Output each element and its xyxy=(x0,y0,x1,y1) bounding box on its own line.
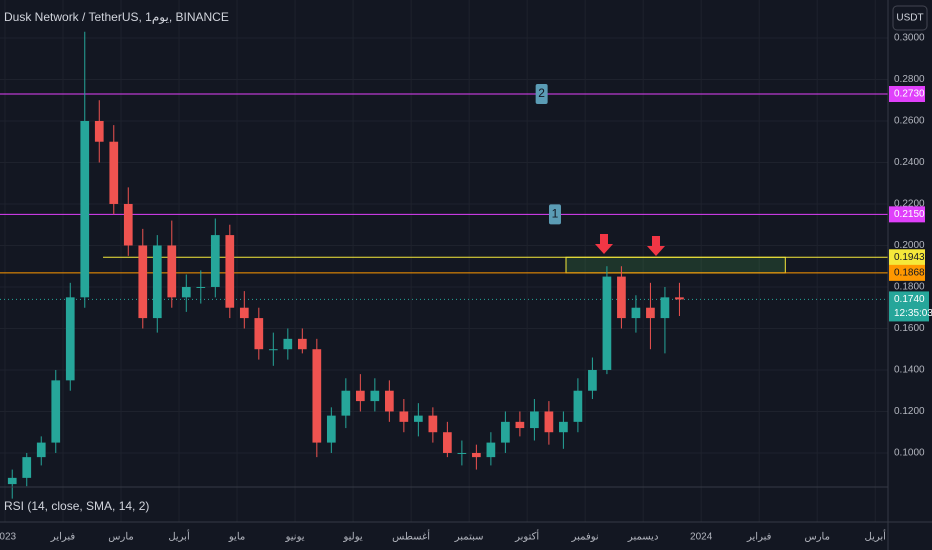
candle-body xyxy=(268,349,278,351)
candle-body xyxy=(501,421,510,443)
candle-body xyxy=(486,442,496,458)
x-tick-label: نوفمبر xyxy=(571,532,599,543)
y-tick-label: 0.1200 xyxy=(894,406,925,417)
candle-body xyxy=(414,415,423,422)
candle-body xyxy=(196,286,206,288)
indicator-label: RSI (14, close, SMA, 14, 2) xyxy=(4,499,149,513)
level-tag-box xyxy=(535,83,548,104)
candle-body xyxy=(109,141,119,204)
candle-body xyxy=(573,390,583,422)
y-tick-label: 0.3000 xyxy=(894,33,925,44)
candle-body xyxy=(515,421,525,429)
x-tick-label: أغسطس xyxy=(392,530,430,543)
arrow xyxy=(647,236,665,256)
last-price-label: 0.1740 xyxy=(894,294,925,305)
y-tick-label: 0.1000 xyxy=(894,448,925,459)
candle-body xyxy=(443,432,452,453)
candle-body xyxy=(225,235,235,308)
x-tick-label: ديسمبر xyxy=(627,532,658,543)
x-tick-label: 2024 xyxy=(690,532,713,543)
countdown: 12:35:03 xyxy=(894,308,932,319)
candle-body xyxy=(167,245,177,298)
price-label-box xyxy=(889,249,925,266)
candle-body xyxy=(210,235,220,287)
candle-body xyxy=(559,421,568,433)
candle-body xyxy=(370,390,380,402)
chart-title: Dusk Network / TetherUS, 1يوم, BINANCE xyxy=(4,10,229,24)
price-label-box xyxy=(889,206,925,223)
candle-body xyxy=(326,415,336,443)
arrow xyxy=(595,234,613,254)
candle-body xyxy=(588,369,597,391)
x-tick-label: مارس xyxy=(108,532,133,543)
candle-body xyxy=(283,338,293,350)
candle-body xyxy=(384,390,394,412)
y-tick-label: 0.1800 xyxy=(894,282,925,293)
candle-body xyxy=(36,442,46,458)
candle-body xyxy=(660,297,670,319)
x-tick-label: سبتمبر xyxy=(454,532,484,543)
candle-body xyxy=(297,338,307,350)
zone xyxy=(565,256,786,274)
candle-body xyxy=(457,452,467,454)
candle-body xyxy=(631,307,641,319)
price-label-box xyxy=(889,85,925,102)
price-label: 0.2730 xyxy=(894,89,925,100)
candle-body xyxy=(399,411,409,422)
candle-body xyxy=(51,380,61,443)
candle-body xyxy=(312,349,322,443)
y-tick-label: 0.2200 xyxy=(894,199,925,210)
candle-body xyxy=(80,120,90,298)
y-tick-label: 0.2800 xyxy=(894,74,925,85)
currency-button-label[interactable]: USDT xyxy=(896,13,923,24)
candle-body xyxy=(355,390,365,402)
currency-button[interactable] xyxy=(892,5,928,31)
candle-body xyxy=(181,286,191,298)
price-label: 0.2150 xyxy=(894,209,925,220)
x-tick-label: فبراير xyxy=(746,532,772,543)
price-label-box xyxy=(889,264,925,281)
candle-body xyxy=(94,120,104,142)
x-tick-label: 2023 xyxy=(0,532,17,543)
candle-body xyxy=(428,415,438,433)
candle-body xyxy=(239,307,249,319)
level-tag: 2 xyxy=(538,86,545,100)
candle-body xyxy=(646,307,655,319)
x-tick-label: مارس xyxy=(804,532,829,543)
y-tick-label: 0.1600 xyxy=(894,323,925,334)
price-label: 0.1868 xyxy=(894,268,925,279)
x-tick-label: يونيو xyxy=(285,532,305,543)
x-tick-label: فبراير xyxy=(50,532,76,543)
candle-body xyxy=(617,276,626,319)
candle-body xyxy=(602,276,612,370)
candle-body xyxy=(472,452,481,458)
candle-body xyxy=(254,318,264,350)
y-tick-label: 0.2600 xyxy=(894,116,925,127)
y-tick-label: 0.1400 xyxy=(894,365,925,376)
x-tick-label: مايو xyxy=(228,532,245,543)
candle-body xyxy=(152,245,162,319)
candle-body xyxy=(65,297,75,381)
candle-body xyxy=(675,297,684,300)
last-price-box xyxy=(889,291,929,322)
price-label: 0.1943 xyxy=(894,252,925,263)
candle-body xyxy=(530,411,539,429)
level-tag-box xyxy=(548,204,561,225)
candle-body xyxy=(123,203,133,246)
x-tick-label: يوليو xyxy=(342,532,362,543)
x-tick-label: أبريل xyxy=(865,530,887,543)
candle-body xyxy=(544,411,554,433)
x-tick-label: أكتوبر xyxy=(514,530,539,543)
candle-body xyxy=(341,390,351,416)
y-tick-label: 0.2400 xyxy=(894,157,925,168)
candle-body xyxy=(138,245,148,319)
x-tick-label: أبريل xyxy=(168,530,190,543)
level-tag: 1 xyxy=(552,207,559,221)
y-tick-label: 0.2000 xyxy=(894,240,925,251)
candle-body xyxy=(22,457,32,478)
candle-body xyxy=(7,477,17,485)
